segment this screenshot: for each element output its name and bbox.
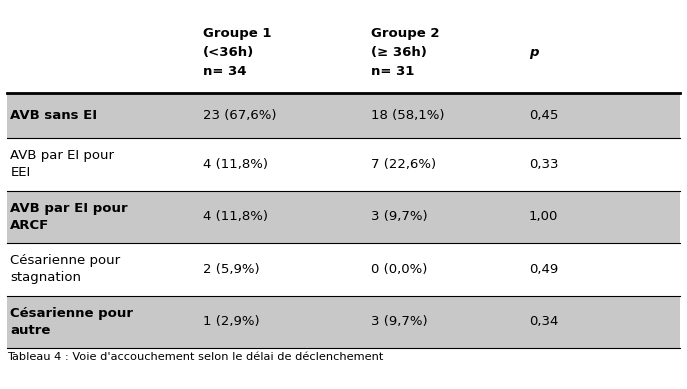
Text: 1 (2,9%): 1 (2,9%) <box>203 315 259 328</box>
Text: AVB par EI pour
EEI: AVB par EI pour EEI <box>10 149 114 179</box>
Bar <box>7 191 680 243</box>
Text: p: p <box>529 46 539 59</box>
Text: Tableau 4 : Voie d'accouchement selon le délai de déclenchement: Tableau 4 : Voie d'accouchement selon le… <box>7 352 383 362</box>
Text: 0,45: 0,45 <box>529 109 559 122</box>
Text: 3 (9,7%): 3 (9,7%) <box>371 210 427 223</box>
Bar <box>7 243 680 296</box>
Text: 2 (5,9%): 2 (5,9%) <box>203 263 259 276</box>
Bar <box>7 12 680 93</box>
Text: Groupe 1
(<36h)
n= 34: Groupe 1 (<36h) n= 34 <box>203 27 271 78</box>
Text: 4 (11,8%): 4 (11,8%) <box>203 210 268 223</box>
Text: 4 (11,8%): 4 (11,8%) <box>203 158 268 171</box>
Text: 3 (9,7%): 3 (9,7%) <box>371 315 427 328</box>
Text: 0,33: 0,33 <box>529 158 559 171</box>
Text: AVB sans EI: AVB sans EI <box>10 109 98 122</box>
Bar <box>7 296 680 348</box>
Bar <box>7 93 680 138</box>
Text: 0,34: 0,34 <box>529 315 559 328</box>
Text: Césarienne pour
autre: Césarienne pour autre <box>10 307 133 337</box>
Text: 0 (0,0%): 0 (0,0%) <box>371 263 427 276</box>
Text: 23 (67,6%): 23 (67,6%) <box>203 109 276 122</box>
Text: Césarienne pour
stagnation: Césarienne pour stagnation <box>10 254 120 284</box>
Text: 7 (22,6%): 7 (22,6%) <box>371 158 436 171</box>
Text: 0,49: 0,49 <box>529 263 559 276</box>
Text: 1,00: 1,00 <box>529 210 559 223</box>
Text: AVB par EI pour
ARCF: AVB par EI pour ARCF <box>10 202 128 232</box>
Text: 18 (58,1%): 18 (58,1%) <box>371 109 444 122</box>
Bar <box>7 138 680 191</box>
Text: Groupe 2
(≥ 36h)
n= 31: Groupe 2 (≥ 36h) n= 31 <box>371 27 440 78</box>
